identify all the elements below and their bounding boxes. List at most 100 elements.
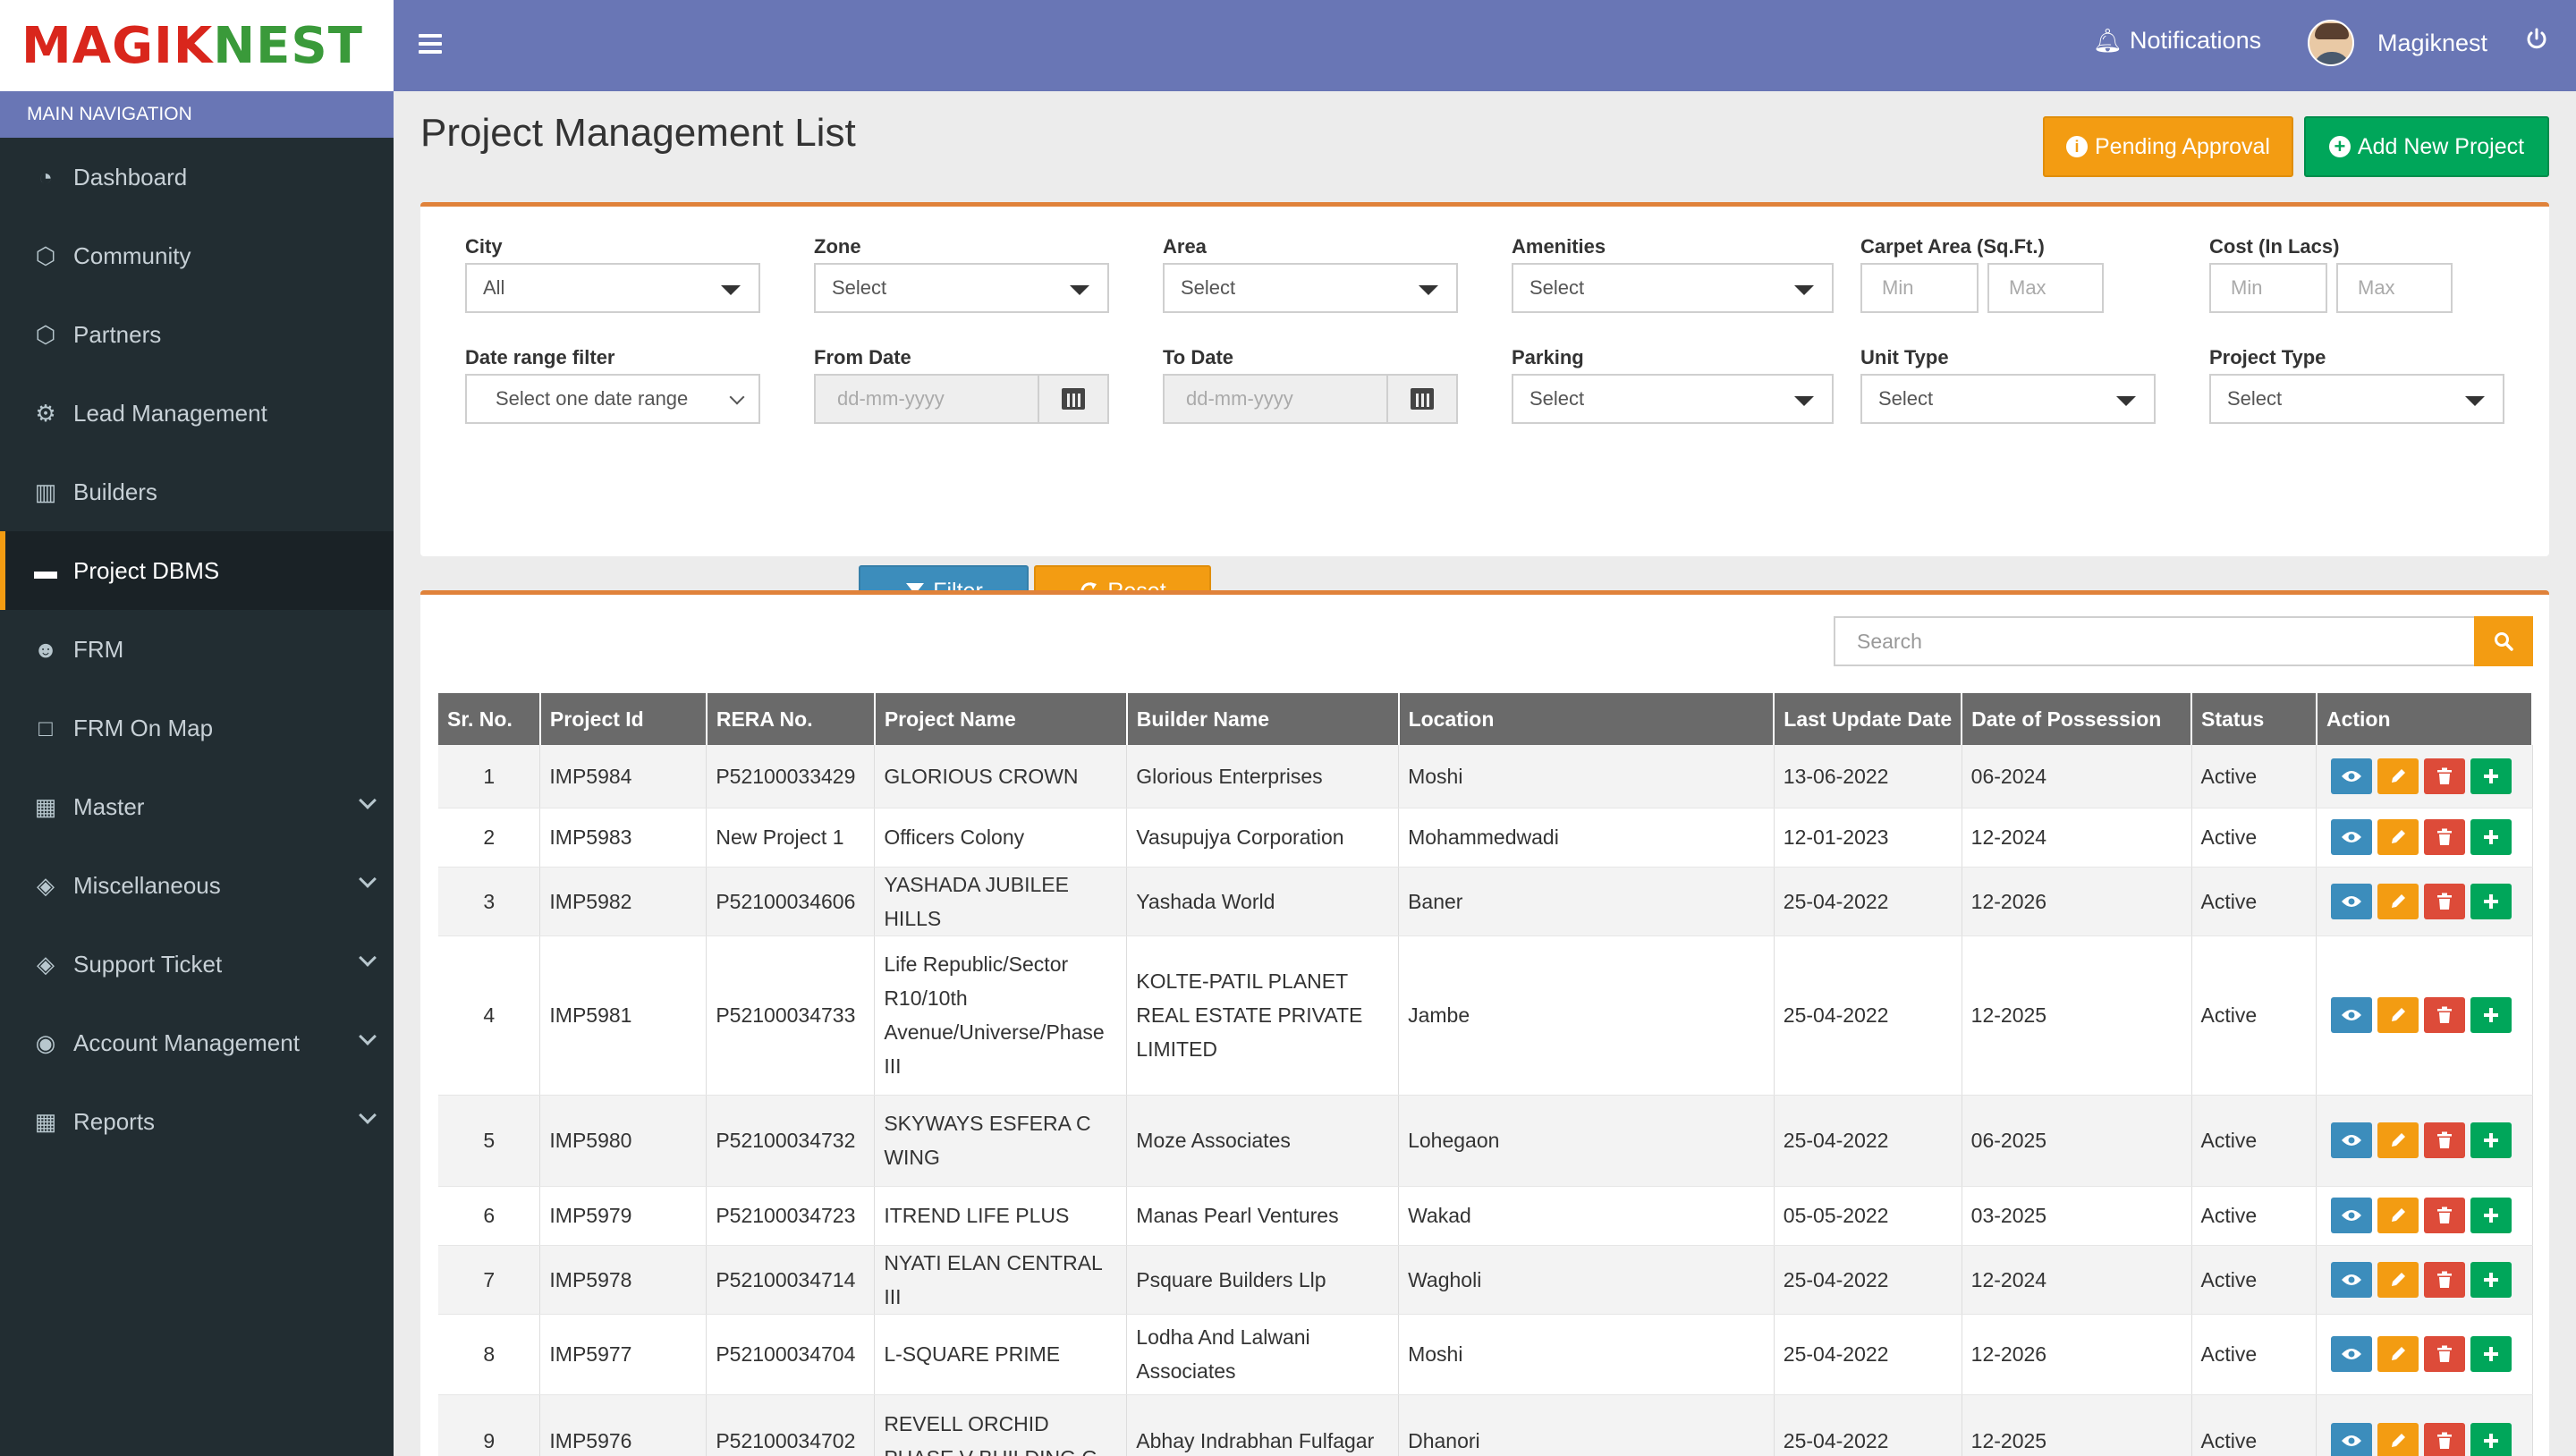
- partners-icon: ⬡: [35, 320, 56, 348]
- amenities-select[interactable]: Select: [1512, 263, 1834, 313]
- plus-button[interactable]: [2470, 1261, 2512, 1298]
- project-type-select[interactable]: Select: [2209, 374, 2504, 424]
- delete-button[interactable]: [2424, 1423, 2466, 1456]
- column-header[interactable]: Action: [2316, 693, 2534, 745]
- trash-icon: [2437, 828, 2453, 845]
- view-button[interactable]: [2331, 1423, 2373, 1456]
- edit-button[interactable]: [2377, 883, 2419, 919]
- plus-icon: [2484, 830, 2499, 844]
- zone-select[interactable]: Select: [814, 263, 1109, 313]
- sidebar-item-frm-on-map[interactable]: □ FRM On Map: [0, 689, 394, 767]
- column-header[interactable]: Builder Name: [1126, 693, 1400, 745]
- plus-icon: [2484, 1208, 2499, 1223]
- tag-icon: ◈: [37, 950, 55, 978]
- column-header[interactable]: Project Name: [874, 693, 1128, 745]
- notifications-link[interactable]: 🔔︎ Notifications: [2093, 27, 2261, 55]
- user-circle-icon: ◉: [35, 1029, 56, 1056]
- hamburger-menu-icon[interactable]: [419, 34, 442, 54]
- view-button[interactable]: [2331, 1336, 2373, 1372]
- edit-button[interactable]: [2377, 758, 2419, 794]
- view-button[interactable]: [2331, 1122, 2373, 1158]
- sidebar-item-master[interactable]: ▦ Master: [0, 767, 394, 846]
- plus-button[interactable]: [2470, 1423, 2512, 1456]
- search-input[interactable]: Search: [1834, 616, 2476, 666]
- delete-button[interactable]: [2424, 1198, 2466, 1233]
- column-header[interactable]: Sr. No.: [438, 693, 541, 745]
- column-header[interactable]: Date of Possession: [1962, 693, 2193, 745]
- view-button[interactable]: [2331, 819, 2373, 855]
- edit-button[interactable]: [2377, 1198, 2419, 1233]
- plus-button[interactable]: [2470, 1122, 2512, 1158]
- sidebar-item-dashboard[interactable]: ◔ Dashboard: [0, 138, 394, 216]
- edit-button[interactable]: [2377, 1261, 2419, 1298]
- edit-button[interactable]: [2377, 1336, 2419, 1372]
- delete-button[interactable]: [2424, 883, 2466, 919]
- sidebar-item-builders[interactable]: ▥ Builders: [0, 453, 394, 531]
- power-icon[interactable]: [2524, 27, 2549, 52]
- delete-button[interactable]: [2424, 997, 2466, 1033]
- cost-min-input[interactable]: Min: [2209, 263, 2327, 313]
- plus-button[interactable]: [2470, 819, 2512, 855]
- sidebar-item-reports[interactable]: ▦ Reports: [0, 1082, 394, 1161]
- delete-button[interactable]: [2424, 1261, 2466, 1298]
- edit-button[interactable]: [2377, 997, 2419, 1033]
- delete-button[interactable]: [2424, 1122, 2466, 1158]
- calendar-button[interactable]: [1386, 376, 1456, 422]
- delete-button[interactable]: [2424, 758, 2466, 794]
- logo[interactable]: MAGIKNEST: [0, 0, 394, 91]
- plus-button[interactable]: [2470, 1198, 2512, 1233]
- edit-button[interactable]: [2377, 1122, 2419, 1158]
- column-header[interactable]: Status: [2191, 693, 2318, 745]
- view-button[interactable]: [2331, 758, 2373, 794]
- pending-approval-button[interactable]: i Pending Approval: [2043, 116, 2293, 177]
- to-date-input[interactable]: dd-mm-yyyy: [1163, 374, 1458, 424]
- carpet-min-input[interactable]: Min: [1860, 263, 1979, 313]
- edit-button[interactable]: [2377, 819, 2419, 855]
- parking-select[interactable]: Select: [1512, 374, 1834, 424]
- sidebar-item-partners[interactable]: ⬡ Partners: [0, 295, 394, 374]
- edit-button[interactable]: [2377, 1423, 2419, 1456]
- date-range-select[interactable]: Select one date range: [465, 374, 760, 424]
- from-date-input[interactable]: dd-mm-yyyy: [814, 374, 1109, 424]
- delete-button[interactable]: [2424, 1336, 2466, 1372]
- add-new-project-button[interactable]: + Add New Project: [2304, 116, 2549, 177]
- sidebar-item-account-management[interactable]: ◉ Account Management: [0, 1003, 394, 1082]
- plus-button[interactable]: [2470, 758, 2512, 794]
- builder-name-cell: KOLTE-PATIL PLANET REAL ESTATE PRIVATE L…: [1126, 935, 1400, 1096]
- search-button[interactable]: [2474, 616, 2533, 666]
- plus-button[interactable]: [2470, 997, 2512, 1033]
- trash-icon: [2437, 1432, 2453, 1449]
- area-value: Select: [1181, 276, 1236, 299]
- view-button[interactable]: [2331, 1198, 2373, 1233]
- sidebar-item-miscellaneous[interactable]: ◈ Miscellaneous: [0, 846, 394, 925]
- user-menu[interactable]: Magiknest: [2308, 20, 2487, 66]
- sidebar-item-project-dbms[interactable]: ▬ Project DBMS: [0, 531, 394, 610]
- column-header[interactable]: Last Update Date: [1774, 693, 1963, 745]
- view-button[interactable]: [2331, 883, 2373, 919]
- unit-type-select[interactable]: Select: [1860, 374, 2156, 424]
- column-header[interactable]: RERA No.: [706, 693, 876, 745]
- project-id-cell: IMP5978: [539, 1245, 708, 1315]
- eye-icon: [2342, 1349, 2362, 1359]
- sidebar-item-community[interactable]: ⬡ Community: [0, 216, 394, 295]
- delete-button[interactable]: [2424, 819, 2466, 855]
- sidebar-item-support-ticket[interactable]: ◈ Support Ticket: [0, 925, 394, 1003]
- carpet-max-input[interactable]: Max: [1987, 263, 2104, 313]
- city-select[interactable]: All: [465, 263, 760, 313]
- plus-button[interactable]: [2470, 883, 2512, 919]
- cost-max-input[interactable]: Max: [2336, 263, 2453, 313]
- location-cell: Wakad: [1398, 1186, 1775, 1246]
- sidebar-item-lead-management[interactable]: ⚙ Lead Management: [0, 374, 394, 453]
- area-select[interactable]: Select: [1163, 263, 1458, 313]
- last-update-cell: 25-04-2022: [1774, 935, 1962, 1096]
- parking-label: Parking: [1512, 346, 1584, 368]
- view-button[interactable]: [2331, 997, 2373, 1033]
- sidebar-item-frm[interactable]: ☻ FRM: [0, 610, 394, 689]
- view-button[interactable]: [2331, 1261, 2373, 1298]
- column-header[interactable]: Location: [1398, 693, 1775, 745]
- calendar-button[interactable]: [1038, 376, 1107, 422]
- pencil-icon: [2392, 830, 2406, 843]
- column-header[interactable]: Project Id: [539, 693, 708, 745]
- plus-button[interactable]: [2470, 1336, 2512, 1372]
- cost-label: Cost (In Lacs): [2209, 235, 2340, 258]
